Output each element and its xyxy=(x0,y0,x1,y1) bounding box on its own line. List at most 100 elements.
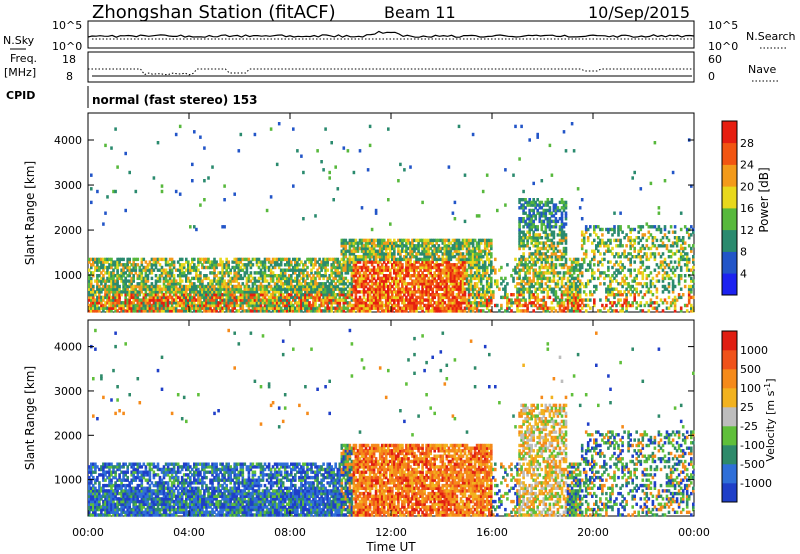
heatmap-cell xyxy=(279,295,283,300)
heatmap-cell xyxy=(540,179,544,183)
heatmap-cell xyxy=(382,252,386,256)
heatmap-cell xyxy=(144,282,148,286)
heatmap-cell xyxy=(591,276,594,281)
heatmap-cell xyxy=(124,271,127,275)
heatmap-cell xyxy=(544,276,548,281)
heatmap-cell xyxy=(479,309,483,313)
heatmap-cell xyxy=(580,271,584,275)
heatmap-cell xyxy=(461,284,465,289)
heatmap-cell xyxy=(92,274,95,278)
heatmap-cell xyxy=(235,309,239,313)
heatmap-cell xyxy=(463,255,467,259)
heatmap-cell xyxy=(348,287,352,291)
heatmap-cell xyxy=(269,268,273,272)
heatmap-cell xyxy=(441,293,445,297)
heatmap-cell xyxy=(504,287,507,291)
heatmap-cell xyxy=(419,295,422,300)
heatmap-cell xyxy=(475,274,479,278)
heatmap-cell xyxy=(550,257,554,262)
heatmap-cell xyxy=(277,295,281,300)
heatmap-cell xyxy=(391,284,394,289)
cpid-label: CPID xyxy=(6,89,35,102)
heatmap-cell xyxy=(609,293,612,297)
heatmap-cell xyxy=(148,309,152,313)
heatmap-cell xyxy=(451,303,455,308)
heatmap-cell xyxy=(126,257,129,262)
heatmap-cell xyxy=(203,298,206,302)
heatmap-cell xyxy=(635,274,638,278)
heatmap-cell xyxy=(609,287,612,291)
heatmap-cell xyxy=(645,282,649,286)
heatmap-cell xyxy=(518,200,521,205)
heatmap-cell xyxy=(374,295,378,300)
heatmap-cell xyxy=(273,265,277,270)
heatmap-cell xyxy=(122,268,125,272)
heatmap-cell xyxy=(405,244,408,248)
heatmap-cell xyxy=(536,276,539,281)
heatmap-cell xyxy=(124,282,127,286)
heatmap-cell xyxy=(372,274,376,278)
heatmap-cell xyxy=(332,290,335,294)
heatmap-cell xyxy=(490,284,493,289)
heatmap-cell xyxy=(130,306,133,310)
heatmap-cell xyxy=(637,303,640,308)
heatmap-cell xyxy=(387,293,390,297)
heatmap-cell xyxy=(251,293,255,297)
heatmap-cell xyxy=(554,246,558,251)
heatmap-cell xyxy=(560,263,564,267)
heatmap-cell xyxy=(217,263,220,267)
heatmap-cell xyxy=(463,287,467,291)
heatmap-cell xyxy=(374,255,378,259)
heatmap-cell xyxy=(203,293,206,297)
heatmap-cell xyxy=(197,295,200,300)
heatmap-cell xyxy=(174,306,178,310)
heatmap-cell xyxy=(560,236,564,240)
heatmap-cell xyxy=(609,241,612,245)
heatmap-cell xyxy=(140,303,144,308)
heatmap-cell xyxy=(106,271,109,275)
heatmap-cell xyxy=(534,200,537,205)
heatmap-cell xyxy=(290,306,293,310)
heatmap-cell xyxy=(520,255,523,259)
heatmap-cell xyxy=(576,284,580,289)
heatmap-cell xyxy=(401,279,404,283)
heatmap-cell xyxy=(500,265,503,270)
heatmap-cell xyxy=(300,260,303,264)
heatmap-cell xyxy=(425,306,428,310)
heatmap-cell xyxy=(185,274,188,278)
heatmap-cell xyxy=(481,284,485,289)
heatmap-cell xyxy=(477,260,481,264)
heatmap-cell xyxy=(235,276,239,281)
heatmap-cell xyxy=(199,298,202,302)
heatmap-cell xyxy=(364,290,368,294)
heatmap-cell xyxy=(376,290,380,294)
heatmap-cell xyxy=(189,279,192,283)
heatmap-cell xyxy=(100,263,103,267)
heatmap-cell xyxy=(189,271,192,275)
heatmap-cell xyxy=(518,276,521,281)
heatmap-cell xyxy=(231,290,234,294)
heatmap-cell xyxy=(471,284,475,289)
heatmap-cell xyxy=(94,268,97,272)
heatmap-cell xyxy=(296,290,299,294)
heatmap-cell xyxy=(372,290,376,294)
heatmap-cell xyxy=(348,282,352,286)
heatmap-cell xyxy=(455,249,459,253)
heatmap-cell xyxy=(467,255,471,259)
heatmap-cell xyxy=(106,260,109,264)
heatmap-cell xyxy=(290,309,293,313)
heatmap-cell xyxy=(425,290,428,294)
heatmap-cell xyxy=(229,276,232,281)
heatmap-cell xyxy=(423,290,426,294)
heatmap-cell xyxy=(102,265,105,270)
heatmap-cell xyxy=(540,298,544,302)
heatmap-cell xyxy=(292,298,295,302)
heatmap-cell xyxy=(296,282,299,286)
heatmap-cell xyxy=(528,198,531,202)
heatmap-cell xyxy=(589,293,592,297)
heatmap-cell xyxy=(445,295,449,300)
heatmap-cell xyxy=(350,287,354,291)
heatmap-cell xyxy=(338,276,342,281)
heatmap-cell xyxy=(619,265,622,270)
heatmap-cell xyxy=(477,287,481,291)
